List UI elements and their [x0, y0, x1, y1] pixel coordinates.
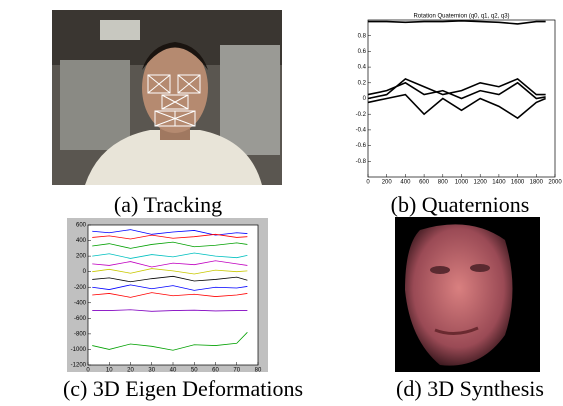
y-tick-label: 600 — [76, 223, 87, 229]
caption: (a) Tracking — [114, 192, 222, 217]
caption: (b) Quaternions — [391, 192, 530, 217]
x-tick-label: 1400 — [492, 180, 506, 186]
y-tick-label: 0.4 — [358, 65, 367, 71]
y-tick-label: -1200 — [71, 363, 87, 369]
x-tick-label: 2000 — [548, 180, 562, 186]
caption: (d) 3D Synthesis — [396, 376, 544, 401]
y-tick-label: -0.4 — [356, 127, 367, 133]
y-tick-label: 0 — [363, 96, 367, 102]
x-tick-label: 70 — [233, 368, 240, 374]
x-tick-label: 600 — [419, 180, 430, 186]
x-tick-label: 10 — [106, 368, 113, 374]
x-tick-label: 1200 — [474, 180, 488, 186]
y-tick-label: -600 — [74, 316, 87, 322]
y-tick-label: -1000 — [71, 347, 87, 353]
x-tick-label: 50 — [191, 368, 198, 374]
y-tick-label: -0.6 — [356, 143, 367, 149]
figure: (a) Tracking (d) 3D Synthesis -0.8 -0.6 -0… — [0, 0, 563, 406]
x-tick-label: 1000 — [455, 180, 469, 186]
caption: (c) 3D Eigen Deformations — [63, 376, 303, 401]
tracking-image — [52, 10, 282, 185]
y-tick-label: -0.8 — [356, 159, 367, 165]
x-tick-label: 1600 — [511, 180, 525, 186]
x-tick-label: 60 — [212, 368, 219, 374]
x-tick-label: 20 — [127, 368, 134, 374]
y-tick-label: 0.8 — [358, 33, 367, 39]
x-tick-label: 80 — [255, 368, 262, 374]
y-tick-label: -200 — [74, 285, 87, 291]
x-tick-label: 400 — [400, 180, 411, 186]
x-tick-label: 1800 — [530, 180, 544, 186]
x-tick-label: 30 — [148, 368, 155, 374]
y-tick-label: 0.6 — [358, 49, 367, 55]
y-tick-label: 400 — [76, 238, 87, 244]
y-tick-label: -0.2 — [356, 112, 367, 118]
x-tick-label: 0 — [366, 180, 370, 186]
y-tick-label: 200 — [76, 254, 87, 260]
x-tick-label: 40 — [170, 368, 177, 374]
y-tick-label: -400 — [74, 300, 87, 306]
y-tick-label: 0.2 — [358, 80, 367, 86]
chart-title: Rotation Quaternion (q0, q1, q2, q3) — [413, 14, 509, 20]
synthesis-image — [395, 217, 540, 372]
x-tick-label: 800 — [438, 180, 449, 186]
x-tick-label: 200 — [382, 180, 393, 186]
y-tick-label: -800 — [74, 331, 87, 337]
